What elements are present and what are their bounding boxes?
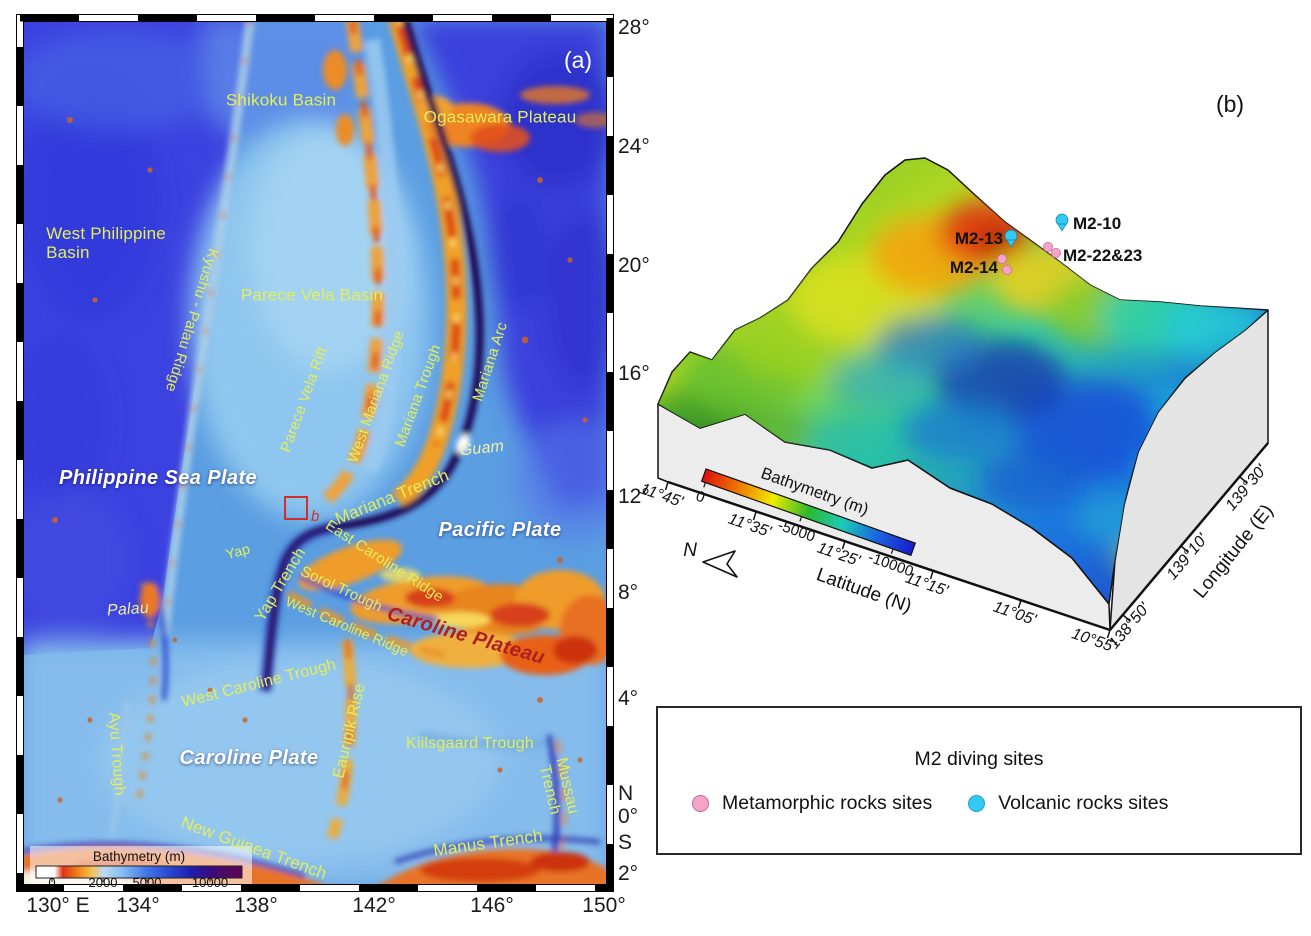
lat-tick-label: 8°	[618, 581, 639, 604]
map-label-kyushu-palau-ridge: Kyushu - Palau Ridge	[161, 246, 222, 395]
map-label-palau: Palau	[106, 599, 150, 620]
north-arrow-icon	[702, 550, 738, 578]
panel-a-tag: (a)	[564, 47, 592, 73]
site-label: M2-14	[950, 258, 999, 277]
lat-tick-label: 4°	[618, 687, 639, 710]
colorbar-b-bar	[700, 468, 917, 557]
map-label-yap: Yap	[223, 540, 252, 563]
map-label-west-caroline-ridge: West Caroline Ridge	[283, 593, 412, 660]
lat-tick-label: 0°	[618, 805, 639, 828]
colorbar-a-tick: 10000	[192, 875, 228, 890]
site-label: M2-13	[955, 229, 1003, 248]
north-label: N	[683, 540, 697, 561]
site-pin-volcanic	[1004, 213, 1069, 248]
legend-title: M2 diving sites	[914, 748, 1044, 770]
lat-tick-label: 2°	[618, 862, 639, 885]
colorbar-a-title: Bathymetry (m)	[93, 849, 185, 864]
lon-tick-label: 138°	[234, 894, 278, 917]
seamount-specks	[52, 117, 588, 803]
map-label-sorol-trough: Sorol Trough	[297, 562, 385, 616]
map-label-shikoku-basin: Shikoku Basin	[225, 90, 337, 110]
colorbar-a: Bathymetry (m) 0 2000 5000 10000	[35, 849, 243, 890]
map-label-pacific-plate: Pacific Plate	[438, 518, 562, 541]
map-label-west-mariana-ridge: West Mariana Ridge	[344, 328, 408, 466]
legend-item-label: Volcanic rocks sites	[998, 792, 1169, 814]
lon-tick-label: 134°	[116, 894, 160, 917]
legend-item-label: Metamorphic rocks sites	[722, 792, 933, 814]
colorbar-a-tick: 2000	[89, 875, 118, 890]
lon-tick-label: 146°	[470, 894, 514, 917]
map-label-guam: Guam	[458, 437, 505, 460]
volcanic-swatch-icon	[968, 795, 986, 812]
lat-tick-label: 24°	[618, 135, 650, 158]
legend-item-volcanic: Volcanic rocks sites	[968, 792, 1168, 815]
lat-tick-label: 12°	[618, 485, 650, 508]
lat-tick-label: 20°	[618, 254, 650, 277]
map-a-longitude-axis: 130° E 134° 138° 142° 146° 150°	[0, 894, 660, 924]
diving-sites: M2-10 M2-13 M2-14 M2-22&23	[950, 213, 1142, 277]
map-a-latitude-axis: 28° 24° 20° 16° 12° 8° 4° N 0° S 2°	[618, 0, 663, 936]
colorbar-a-bar	[35, 865, 243, 879]
map-label-yap-trench: Yap Trench	[252, 544, 310, 625]
lat-tick-label: 16°	[618, 362, 650, 385]
map-label-mariana-arc: Mariana Arc	[469, 319, 511, 404]
map-label-caroline-plate: Caroline Plate	[179, 746, 319, 769]
map-label-ogasawara-plateau: Ogasawara Plateau	[423, 107, 577, 127]
legend-items: Metamorphic rocks sites Volcanic rocks s…	[692, 792, 1168, 815]
map-label-manus-trench: Manus Trench	[432, 825, 544, 861]
colorbar-a-tick: 5000	[133, 875, 162, 890]
map-label-parece-vela-rift: Parece Vela Rift	[277, 344, 332, 455]
metamorphic-swatch-icon	[692, 795, 709, 812]
map-label-philippine-sea-plate: Philippine Sea Plate	[58, 466, 258, 489]
panel-a-map: b Bathymetry (m) 0 2000 5000 10000 (a)	[16, 14, 614, 892]
map-label-parece-vela-basin: Parece Vela Basin	[240, 285, 384, 305]
map-label-eauripik-rise: Eauripik Rise	[330, 681, 369, 780]
map-label-mariana-trough: Mariana Trough	[391, 342, 445, 450]
lat-tick-label: S	[618, 831, 633, 854]
study-area-letter: b	[311, 508, 319, 525]
panel-b-tag: (b)	[1216, 91, 1244, 117]
map-label-caroline-plateau: Caroline Plateau	[384, 602, 548, 669]
lon-tick-label: 142°	[352, 894, 396, 917]
north-arrow: N	[683, 540, 738, 578]
map-label-new-guinea-trench: New Guinea Trench	[178, 812, 330, 884]
map-label-mariana-trench: Mariana Trench	[332, 465, 452, 529]
lon-tick-label: 150°	[582, 894, 626, 917]
map-label-west-caroline-trough: West Caroline Trough	[179, 656, 338, 711]
lon-tick-label: 130° E	[26, 894, 90, 917]
bathymetry-map-art	[20, 18, 610, 888]
map-label-ayu-trough: Ayu Trough	[105, 711, 128, 797]
study-area-box: b	[284, 496, 319, 525]
map-frame	[16, 14, 614, 892]
site-label: M2-10	[1073, 214, 1121, 233]
colorbar-a-tick: 0	[48, 875, 55, 890]
map-label-east-caroline-ridge: East Caroline Ridge	[322, 516, 447, 606]
panel-b-3d-view: 11°45' 11°35' 11°25' 11°15' 11°05' 10°55…	[638, 91, 1278, 656]
map-label-west-philippine-basin: West Philippine Basin	[46, 223, 166, 262]
map-label-mussau-trench: Mussau Trench	[535, 756, 582, 817]
site-marker-metamorphic	[997, 241, 1062, 275]
map-a-labels-layer: Shikoku Basin Ogasawara Plateau West Phili…	[46, 90, 582, 884]
site-label: M2-22&23	[1063, 246, 1142, 265]
lat-tick-label: N	[618, 782, 634, 805]
legend-item-metamorphic: Metamorphic rocks sites	[692, 792, 932, 815]
map-label-kiilsgaard-trough: Kiilsgaard Trough	[406, 735, 534, 753]
legend-box: M2 diving sites Metamorphic rocks sites …	[656, 706, 1302, 855]
lat-tick-label: 28°	[618, 16, 650, 39]
